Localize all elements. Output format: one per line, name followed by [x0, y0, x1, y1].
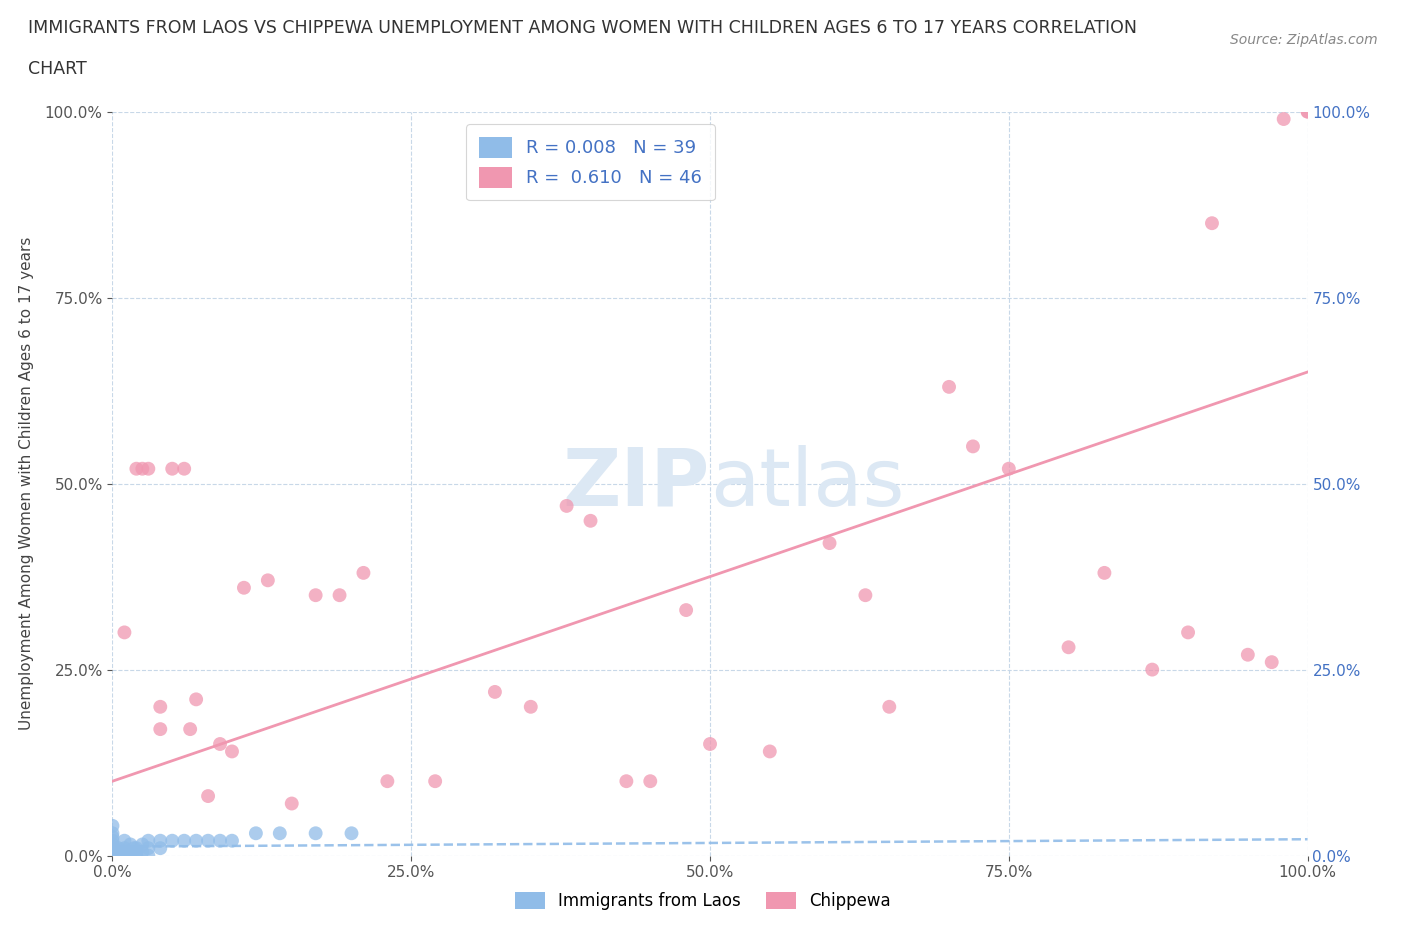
Point: [329, 588, 352, 603]
Point: [114, 625, 135, 640]
Point: [101, 826, 124, 841]
Point: [197, 789, 219, 804]
Point: [305, 826, 328, 841]
Point: [305, 588, 328, 603]
Legend: Immigrants from Laos, Chippewa: Immigrants from Laos, Chippewa: [509, 885, 897, 917]
Point: [233, 580, 256, 595]
Point: [111, 844, 134, 859]
Point: [281, 796, 304, 811]
Point: [101, 844, 124, 859]
Point: [1296, 104, 1319, 119]
Point: [179, 722, 201, 737]
Point: [125, 848, 148, 863]
Point: [962, 439, 984, 454]
Point: [675, 603, 697, 618]
Point: [101, 848, 124, 863]
Point: [125, 461, 148, 476]
Point: [1094, 565, 1116, 580]
Point: [879, 699, 901, 714]
Point: [818, 536, 841, 551]
Point: [484, 684, 506, 699]
Point: [1272, 112, 1295, 126]
Point: [1177, 625, 1199, 640]
Point: [186, 692, 208, 707]
Point: [186, 833, 208, 848]
Legend: R = 0.008   N = 39, R =  0.610   N = 46: R = 0.008 N = 39, R = 0.610 N = 46: [467, 125, 714, 200]
Point: [221, 744, 243, 759]
Point: [138, 461, 160, 476]
Point: [162, 461, 183, 476]
Point: [120, 837, 142, 852]
Point: [101, 818, 124, 833]
Point: [1296, 104, 1319, 119]
Text: ZIP: ZIP: [562, 445, 710, 523]
Point: [138, 841, 160, 856]
Point: [1142, 662, 1164, 677]
Point: [173, 833, 195, 848]
Point: [1057, 640, 1080, 655]
Point: [520, 699, 543, 714]
Point: [245, 826, 267, 841]
Point: [149, 722, 172, 737]
Point: [114, 848, 135, 863]
Point: [114, 833, 135, 848]
Text: IMMIGRANTS FROM LAOS VS CHIPPEWA UNEMPLOYMENT AMONG WOMEN WITH CHILDREN AGES 6 T: IMMIGRANTS FROM LAOS VS CHIPPEWA UNEMPLO…: [28, 19, 1137, 36]
Point: [122, 841, 145, 856]
Point: [1237, 647, 1260, 662]
Point: [115, 844, 138, 859]
Point: [425, 774, 447, 789]
Point: [107, 848, 129, 863]
Point: [120, 848, 142, 863]
Point: [197, 833, 219, 848]
Text: Source: ZipAtlas.com: Source: ZipAtlas.com: [1230, 33, 1378, 46]
Point: [131, 844, 153, 859]
Point: [221, 833, 243, 848]
Point: [138, 833, 160, 848]
Point: [855, 588, 877, 603]
Point: [149, 841, 172, 856]
Text: atlas: atlas: [710, 445, 904, 523]
Point: [352, 565, 374, 580]
Point: [101, 833, 124, 848]
Point: [998, 461, 1021, 476]
Point: [269, 826, 291, 841]
Y-axis label: Unemployment Among Women with Children Ages 6 to 17 years: Unemployment Among Women with Children A…: [18, 237, 34, 730]
Point: [149, 699, 172, 714]
Point: [209, 833, 232, 848]
Point: [579, 513, 602, 528]
Point: [131, 837, 153, 852]
Point: [173, 461, 195, 476]
Point: [162, 833, 183, 848]
Point: [640, 774, 662, 789]
Point: [616, 774, 638, 789]
Point: [125, 844, 148, 859]
Point: [131, 461, 153, 476]
Point: [107, 841, 129, 856]
Point: [340, 826, 363, 841]
Point: [101, 837, 124, 852]
Point: [759, 744, 782, 759]
Point: [1201, 216, 1223, 231]
Point: [138, 848, 160, 863]
Point: [149, 833, 172, 848]
Point: [125, 841, 148, 856]
Point: [257, 573, 280, 588]
Point: [699, 737, 721, 751]
Point: [101, 841, 124, 856]
Point: [120, 844, 142, 859]
Point: [209, 737, 232, 751]
Point: [555, 498, 578, 513]
Point: [1261, 655, 1284, 670]
Point: [101, 830, 124, 844]
Point: [938, 379, 960, 394]
Text: CHART: CHART: [28, 60, 87, 78]
Point: [377, 774, 399, 789]
Point: [114, 841, 135, 856]
